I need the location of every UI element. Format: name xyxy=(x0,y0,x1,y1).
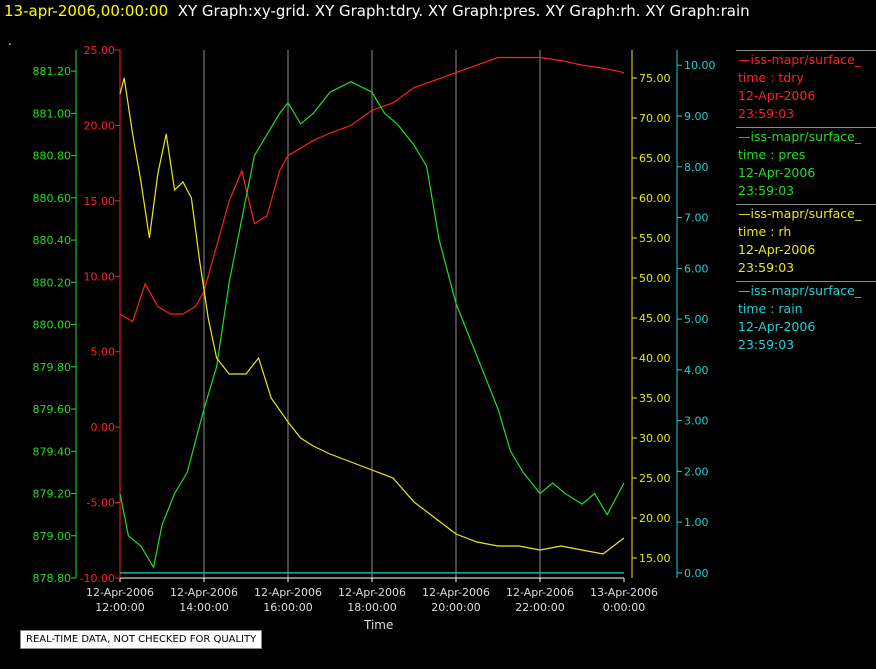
legend-date: 12-Apr-2006 xyxy=(738,242,816,257)
x-tick-label: 12-Apr-2006 xyxy=(254,586,322,599)
legend-time: 23:59:03 xyxy=(738,337,795,352)
rain-tick-label: 0.00 xyxy=(684,567,709,580)
x-tick-label: 16:00:00 xyxy=(263,601,312,614)
legend-entry-rain: —iss-mapr/surface_ time : rain 12-Apr-20… xyxy=(736,281,876,354)
rain-tick-label: 3.00 xyxy=(684,415,709,428)
rain-tick-label: 8.00 xyxy=(684,161,709,174)
series-rh xyxy=(119,77,625,555)
legend-time: 23:59:03 xyxy=(738,106,795,121)
header-timestamp: 13-apr-2006,00:00:00 xyxy=(4,2,169,20)
rh-tick-label: 55.00 xyxy=(639,232,671,245)
legend-date: 12-Apr-2006 xyxy=(738,165,816,180)
rain-tick-label: 9.00 xyxy=(684,110,709,123)
legend-variable: time : tdry xyxy=(738,70,804,85)
rain-tick-label: 6.00 xyxy=(684,262,709,275)
x-tick-label: 20:00:00 xyxy=(431,601,480,614)
legend-time: 23:59:03 xyxy=(738,260,795,275)
tdry-tick-label: 15.00 xyxy=(84,195,116,208)
legend-variable: time : rain xyxy=(738,301,803,316)
rh-tick-label: 60.00 xyxy=(639,192,671,205)
tdry-tick-label: 25.00 xyxy=(84,44,116,57)
rh-tick-label: 20.00 xyxy=(639,512,671,525)
legend-variable: time : rh xyxy=(738,224,792,239)
legend-entry-tdry: —iss-mapr/surface_ time : tdry 12-Apr-20… xyxy=(736,50,876,123)
x-tick-label: 12-Apr-2006 xyxy=(506,586,574,599)
pres-tick-label: 881.20 xyxy=(33,65,72,78)
pres-tick-label: 880.80 xyxy=(33,150,72,163)
x-tick-label: 13-Apr-2006 xyxy=(590,586,658,599)
legend-date: 12-Apr-2006 xyxy=(738,88,816,103)
pres-tick-label: 880.60 xyxy=(33,192,72,205)
legend-time: 23:59:03 xyxy=(738,183,795,198)
tdry-tick-label: 20.00 xyxy=(84,119,116,132)
pres-tick-label: 879.20 xyxy=(33,488,72,501)
legend-source: —iss-mapr/surface_ xyxy=(738,129,862,144)
x-tick-label: 12-Apr-2006 xyxy=(170,586,238,599)
pres-tick-label: 881.00 xyxy=(33,107,72,120)
rh-tick-label: 30.00 xyxy=(639,432,671,445)
tdry-tick-label: 5.00 xyxy=(91,346,116,359)
x-tick-label: 12:00:00 xyxy=(95,601,144,614)
tdry-tick-label: 0.00 xyxy=(91,421,116,434)
rh-tick-label: 65.00 xyxy=(639,152,671,165)
x-axis-title: Time xyxy=(364,618,394,632)
rain-tick-label: 4.00 xyxy=(684,364,709,377)
pres-tick-label: 879.00 xyxy=(33,530,72,543)
rh-tick-label: 75.00 xyxy=(639,72,671,85)
x-tick-label: 14:00:00 xyxy=(179,601,228,614)
x-tick-label: 22:00:00 xyxy=(515,601,564,614)
rh-tick-label: 35.00 xyxy=(639,392,671,405)
rain-tick-label: 2.00 xyxy=(684,465,709,478)
header-title: XY Graph:xy-grid. XY Graph:tdry. XY Grap… xyxy=(177,2,750,20)
pres-tick-label: 879.60 xyxy=(33,403,72,416)
series-pres xyxy=(119,81,625,570)
pres-tick-label: 880.00 xyxy=(33,319,72,332)
pres-tick-label: 879.40 xyxy=(33,445,72,458)
x-tick-label: 12-Apr-2006 xyxy=(86,586,154,599)
rh-tick-label: 70.00 xyxy=(639,112,671,125)
rh-tick-label: 25.00 xyxy=(639,472,671,485)
pres-tick-label: 880.40 xyxy=(33,234,72,247)
series-tdry xyxy=(119,56,625,323)
x-tick-label: 18:00:00 xyxy=(347,601,396,614)
rain-tick-label: 5.00 xyxy=(684,313,709,326)
x-tick-label: 12-Apr-2006 xyxy=(422,586,490,599)
legend-entry-rh: —iss-mapr/surface_ time : rh 12-Apr-2006… xyxy=(736,204,876,277)
rain-tick-label: 1.00 xyxy=(684,516,709,529)
x-tick-label: 12-Apr-2006 xyxy=(338,586,406,599)
rh-tick-label: 45.00 xyxy=(639,312,671,325)
pres-tick-label: 878.80 xyxy=(33,572,72,585)
rh-tick-label: 50.00 xyxy=(639,272,671,285)
legend-date: 12-Apr-2006 xyxy=(738,319,816,334)
rh-tick-label: 40.00 xyxy=(639,352,671,365)
tdry-tick-label: 10.00 xyxy=(84,270,116,283)
legend-source: —iss-mapr/surface_ xyxy=(738,206,862,221)
legend-source: —iss-mapr/surface_ xyxy=(738,52,862,67)
rh-tick-label: 15.00 xyxy=(639,552,671,565)
rain-tick-label: 7.00 xyxy=(684,212,709,225)
chart-header: 13-apr-2006,00:00:00 XY Graph:xy-grid. X… xyxy=(4,2,750,20)
legend-variable: time : pres xyxy=(738,147,806,162)
dot-marker: . xyxy=(8,34,12,48)
x-tick-label: 0:00:00 xyxy=(603,601,645,614)
tdry-tick-label: -10.00 xyxy=(80,572,115,585)
tdry-tick-label: -5.00 xyxy=(87,497,115,510)
legend-entry-pres: —iss-mapr/surface_ time : pres 12-Apr-20… xyxy=(736,127,876,200)
legend-source: —iss-mapr/surface_ xyxy=(738,283,862,298)
quality-disclaimer: REAL-TIME DATA, NOT CHECKED FOR QUALITY xyxy=(20,630,263,649)
rain-tick-label: 10.00 xyxy=(684,59,716,72)
pres-tick-label: 880.20 xyxy=(33,276,72,289)
legend: —iss-mapr/surface_ time : tdry 12-Apr-20… xyxy=(736,50,876,358)
pres-tick-label: 879.80 xyxy=(33,361,72,374)
